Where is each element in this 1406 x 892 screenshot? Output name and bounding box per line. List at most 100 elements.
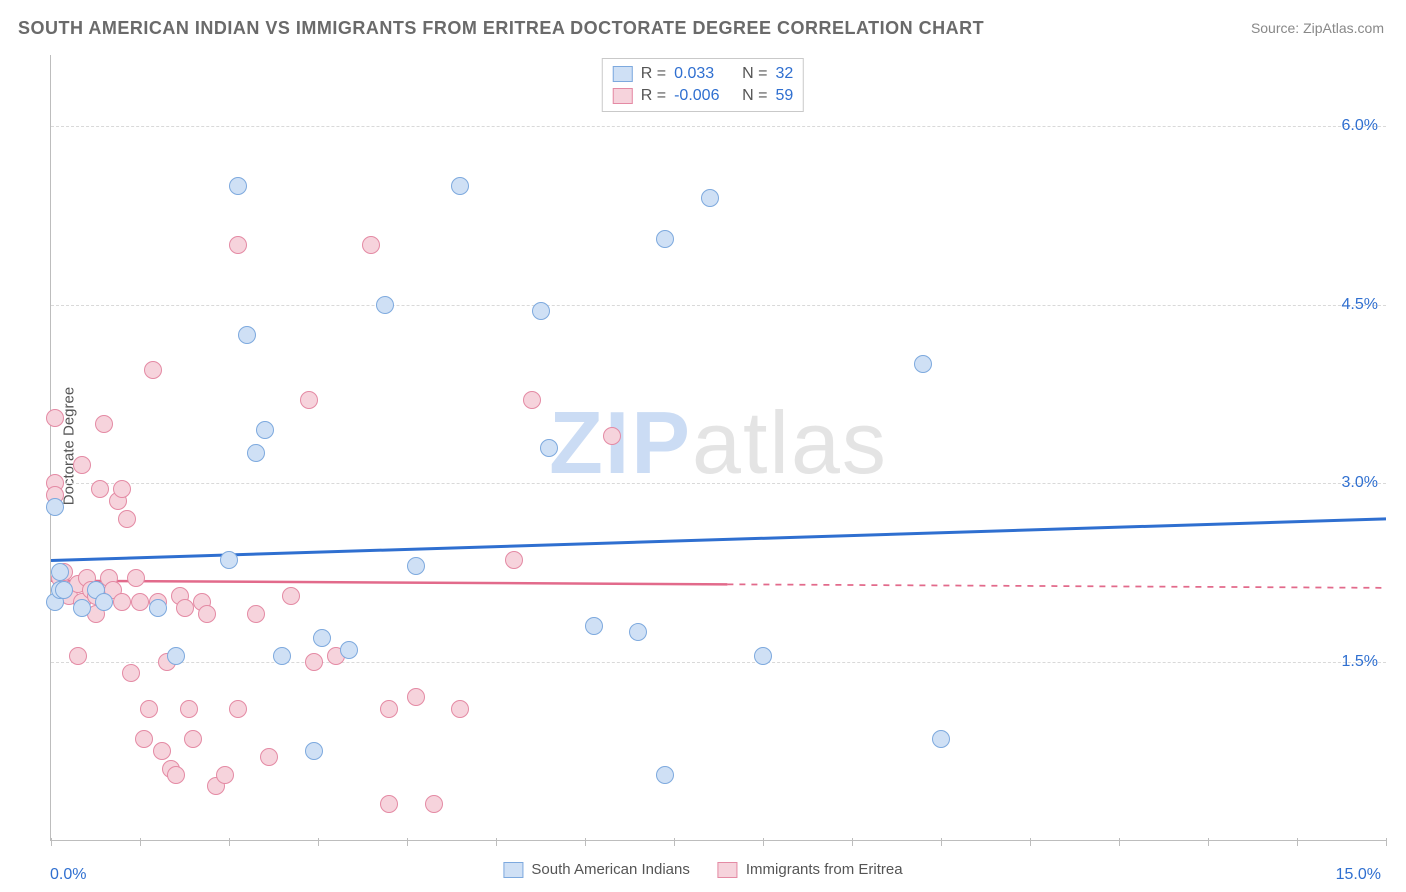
data-point [229,700,247,718]
data-point [305,653,323,671]
trend-line [51,519,1386,561]
data-point [95,593,113,611]
data-point [656,230,674,248]
data-point [73,599,91,617]
x-tick-mark [852,838,853,846]
data-point [122,664,140,682]
stats-legend: R = 0.033 N = 32R = -0.006 N = 59 [602,58,804,112]
data-point [176,599,194,617]
legend-swatch [613,66,633,82]
data-point [273,647,291,665]
stats-row: R = 0.033 N = 32 [613,63,793,85]
data-point [313,629,331,647]
n-label: N = [742,87,767,105]
data-point [914,355,932,373]
watermark-atlas: atlas [692,392,888,491]
x-tick-min: 0.0% [50,866,86,884]
data-point [260,748,278,766]
data-point [153,742,171,760]
x-tick-mark [140,838,141,846]
x-tick-max: 15.0% [1336,866,1381,884]
data-point [629,623,647,641]
data-point [46,498,64,516]
x-tick-mark [585,838,586,846]
chart-title: SOUTH AMERICAN INDIAN VS IMMIGRANTS FROM… [18,18,984,39]
legend-swatch [503,862,523,878]
data-point [585,617,603,635]
data-point [532,302,550,320]
data-point [247,444,265,462]
trend-line-dashed [727,584,1386,588]
data-point [425,795,443,813]
x-tick-mark [1030,838,1031,846]
trend-line [51,581,727,585]
data-point [216,766,234,784]
r-label: R = [641,65,666,83]
n-label: N = [742,65,767,83]
data-point [701,189,719,207]
r-value: -0.006 [674,87,734,105]
gridline [51,483,1386,484]
data-point [220,551,238,569]
data-point [167,766,185,784]
data-point [198,605,216,623]
x-tick-mark [496,838,497,846]
data-point [95,415,113,433]
x-tick-mark [51,838,52,846]
n-value: 32 [775,65,793,83]
legend-label: Immigrants from Eritrea [746,861,903,878]
data-point [229,177,247,195]
data-point [451,177,469,195]
data-point [340,641,358,659]
data-point [305,742,323,760]
data-point [505,551,523,569]
y-tick-label: 3.0% [1342,474,1378,492]
data-point [118,510,136,528]
data-point [46,409,64,427]
data-point [91,480,109,498]
data-point [229,236,247,254]
n-value: 59 [775,87,793,105]
legend-item: South American Indians [503,861,689,878]
x-tick-mark [941,838,942,846]
data-point [540,439,558,457]
y-tick-label: 6.0% [1342,117,1378,135]
source-label: Source: ZipAtlas.com [1251,20,1384,36]
data-point [380,700,398,718]
data-point [127,569,145,587]
data-point [754,647,772,665]
data-point [144,361,162,379]
y-tick-label: 4.5% [1342,296,1378,314]
x-tick-mark [1297,838,1298,846]
legend-item: Immigrants from Eritrea [718,861,903,878]
data-point [73,456,91,474]
data-point [184,730,202,748]
gridline [51,305,1386,306]
watermark: ZIPatlas [549,391,888,493]
x-tick-mark [1119,838,1120,846]
data-point [256,421,274,439]
x-tick-mark [674,838,675,846]
data-point [300,391,318,409]
data-point [51,563,69,581]
watermark-zip: ZIP [549,392,692,491]
data-point [149,599,167,617]
x-tick-mark [318,838,319,846]
data-point [140,700,158,718]
data-point [113,593,131,611]
data-point [282,587,300,605]
y-tick-label: 1.5% [1342,653,1378,671]
data-point [180,700,198,718]
data-point [451,700,469,718]
data-point [376,296,394,314]
data-point [131,593,149,611]
data-point [407,688,425,706]
data-point [55,581,73,599]
r-value: 0.033 [674,65,734,83]
x-tick-mark [407,838,408,846]
data-point [113,480,131,498]
legend-swatch [613,88,633,104]
data-point [247,605,265,623]
data-point [603,427,621,445]
data-point [407,557,425,575]
